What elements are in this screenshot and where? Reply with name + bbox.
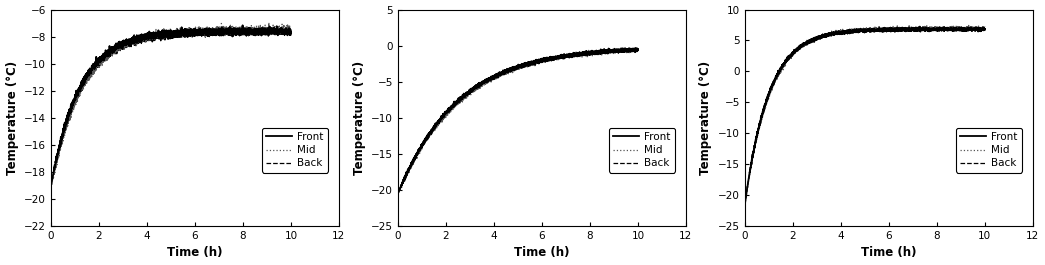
Front [280, 30, 293, 33]
Front [913, 25, 926, 28]
Legend: Front, Mid, Back: Front, Mid, Back [609, 128, 675, 173]
Back [631, 49, 644, 52]
Line: Mid: Mid [745, 25, 984, 205]
Front [72, 90, 85, 93]
Mid [631, 47, 644, 50]
Back [841, 30, 854, 33]
Front [87, 64, 99, 67]
Mid [87, 70, 99, 73]
Back [284, 32, 297, 35]
Back [766, 85, 779, 88]
Front [601, 50, 613, 53]
Front [739, 203, 751, 206]
Mid [739, 204, 751, 207]
Front [629, 47, 642, 50]
Back [494, 73, 507, 76]
Line: Back: Back [398, 48, 637, 194]
Back [628, 46, 641, 49]
Mid [841, 31, 854, 34]
Mid [948, 28, 960, 31]
Front [137, 37, 149, 40]
Back [601, 51, 613, 54]
Y-axis label: Temperature (°C): Temperature (°C) [352, 61, 366, 175]
Mid [147, 33, 160, 37]
Front [45, 184, 57, 187]
Mid [601, 48, 613, 52]
Front [284, 32, 297, 35]
Mid [781, 61, 793, 64]
Front [766, 83, 779, 86]
Legend: Front, Mid, Back: Front, Mid, Back [262, 128, 328, 173]
Front [392, 192, 404, 195]
Y-axis label: Temperature (°C): Temperature (°C) [699, 61, 713, 175]
Mid [494, 74, 507, 77]
X-axis label: Time (h): Time (h) [167, 246, 223, 259]
Mid [627, 49, 640, 52]
Back [72, 92, 85, 95]
Line: Mid: Mid [398, 48, 637, 194]
Front [419, 139, 432, 143]
Front [484, 77, 496, 80]
Back [978, 27, 991, 30]
Mid [280, 27, 293, 30]
Front [974, 28, 986, 32]
Mid [419, 140, 432, 143]
Front [434, 119, 446, 122]
Back [137, 38, 149, 42]
Line: Back: Back [51, 29, 291, 187]
Mid [392, 193, 404, 196]
Back [87, 69, 99, 72]
Line: Mid: Mid [51, 23, 291, 188]
Back [45, 185, 57, 188]
Mid [284, 29, 297, 32]
Mid [137, 38, 149, 42]
Back [781, 58, 793, 61]
Mid [629, 46, 642, 49]
Line: Front: Front [398, 48, 637, 193]
Front [781, 59, 793, 62]
Mid [766, 86, 779, 90]
Back [147, 38, 160, 41]
Line: Front: Front [745, 26, 984, 204]
Mid [831, 32, 843, 35]
Back [280, 29, 293, 33]
Front [831, 32, 843, 35]
Back [419, 139, 432, 142]
Legend: Front, Mid, Back: Front, Mid, Back [956, 128, 1022, 173]
Mid [974, 27, 986, 30]
Mid [262, 21, 275, 24]
Mid [45, 187, 57, 190]
Y-axis label: Temperature (°C): Temperature (°C) [5, 61, 19, 175]
Mid [434, 118, 446, 121]
Front [147, 33, 160, 37]
Back [434, 120, 446, 123]
Mid [962, 24, 975, 27]
Back [974, 28, 986, 31]
Front [627, 49, 640, 52]
Back [627, 48, 640, 51]
Back [484, 78, 496, 81]
X-axis label: Time (h): Time (h) [514, 246, 570, 259]
Front [841, 30, 854, 33]
Back [254, 32, 266, 35]
Front [236, 24, 249, 27]
Front [978, 28, 991, 31]
Front [948, 27, 960, 30]
Back [392, 192, 404, 196]
Front [254, 32, 266, 36]
Back [831, 31, 843, 34]
Mid [254, 25, 266, 29]
Mid [72, 93, 85, 96]
Mid [978, 25, 991, 28]
X-axis label: Time (h): Time (h) [861, 246, 916, 259]
Back [948, 26, 960, 30]
Front [631, 47, 644, 51]
Back [739, 203, 751, 206]
Back [944, 25, 956, 28]
Front [494, 72, 507, 75]
Line: Front: Front [51, 25, 291, 186]
Mid [484, 81, 496, 84]
Back [252, 27, 264, 30]
Line: Back: Back [745, 27, 984, 205]
